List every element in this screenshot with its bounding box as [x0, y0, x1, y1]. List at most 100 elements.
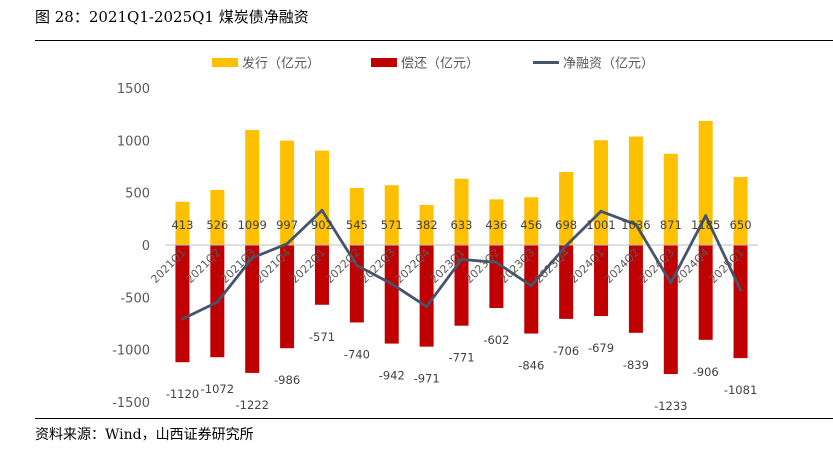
bars — [175, 120, 748, 375]
legend-swatch-1 — [371, 58, 397, 67]
repayment-bar — [594, 245, 609, 317]
issuance-bar — [663, 153, 678, 245]
issuance-bar — [175, 201, 190, 245]
y-tick-label: 500 — [125, 187, 150, 202]
repayment-bar — [245, 245, 260, 373]
repayment-bar — [733, 245, 748, 359]
y-tick-label: 1000 — [117, 134, 150, 149]
source-note: 资料来源：Wind，山西证券研究所 — [35, 427, 254, 443]
repayment-value-label: -571 — [309, 330, 335, 344]
repayment-bar — [349, 245, 364, 323]
y-tick-label: -1500 — [112, 396, 150, 411]
repayment-value-label: -679 — [588, 341, 614, 355]
repayment-bar — [384, 245, 399, 344]
net-financing-point — [320, 208, 324, 212]
net-financing-point — [180, 317, 184, 321]
issuance-bar — [489, 199, 504, 245]
chart-title: 图 28：2021Q1-2025Q1 煤炭债净融资 — [35, 8, 309, 26]
net-financing-point — [634, 222, 638, 226]
issuance-bar — [349, 187, 364, 245]
net-financing-point — [355, 263, 359, 267]
net-financing-point — [704, 214, 708, 218]
issuance-value-label: 871 — [660, 218, 682, 232]
repayment-bar — [524, 245, 539, 334]
repayment-value-label: -846 — [518, 359, 544, 373]
chart: 发行（亿元） 偿还（亿元） 净融资（亿元） -1500 -1000 -500 0 500 10… — [112, 56, 758, 413]
legend-swatch-0 — [212, 58, 238, 67]
net-financing-point — [215, 300, 219, 304]
repayment-value-label: -1081 — [724, 383, 757, 397]
y-axis: -1500 -1000 -500 0 500 1000 1500 — [112, 82, 150, 411]
repayment-bar — [628, 245, 643, 333]
data-labels: 413 -1120 526 -1072 1099 -1222 997 -986 902 -571 5… — [166, 218, 758, 413]
issuance-bar — [384, 185, 399, 245]
issuance-value-label: 382 — [416, 218, 438, 232]
repayment-bar — [698, 245, 713, 340]
repayment-bar — [419, 245, 434, 347]
net-financing-point — [599, 209, 603, 213]
issuance-bar — [698, 120, 713, 245]
repayment-value-label: -1222 — [235, 398, 268, 412]
legend-label-2: 净融资（亿元） — [563, 57, 654, 72]
repayment-bar — [559, 245, 574, 319]
net-financing-point — [529, 284, 533, 288]
y-tick-label: -1000 — [112, 344, 150, 359]
issuance-value-label: 698 — [555, 218, 577, 232]
repayment-value-label: -906 — [693, 365, 719, 379]
repayment-bar — [280, 245, 295, 349]
issuance-bar — [245, 129, 260, 245]
issuance-bar — [594, 140, 609, 245]
issuance-value-label: 633 — [451, 218, 473, 232]
issuance-value-label: 1036 — [621, 218, 650, 232]
legend: 发行（亿元） 偿还（亿元） 净融资（亿元） — [212, 56, 654, 72]
issuance-value-label: 526 — [206, 218, 228, 232]
issuance-value-label: 902 — [311, 218, 333, 232]
y-tick-label: 1500 — [117, 82, 150, 97]
legend-label-0: 发行（亿元） — [242, 56, 320, 72]
net-financing-line-group — [180, 208, 743, 321]
repayment-bar — [314, 245, 329, 305]
net-financing-point — [494, 260, 498, 264]
issuance-value-label: 1099 — [238, 218, 267, 232]
issuance-bar — [210, 189, 225, 245]
issuance-value-label: 436 — [485, 218, 507, 232]
net-financing-point — [460, 257, 463, 261]
issuance-value-label: 571 — [381, 218, 403, 232]
issuance-value-label: 545 — [346, 218, 368, 232]
repayment-value-label: -771 — [448, 351, 474, 365]
issuance-bar — [419, 205, 434, 245]
repayment-value-label: -1120 — [166, 387, 199, 401]
top-rule — [35, 40, 833, 41]
issuance-bar — [314, 150, 329, 245]
net-financing-point — [250, 256, 254, 260]
issuance-bar — [628, 136, 643, 245]
repayment-value-label: -706 — [553, 344, 579, 358]
repayment-value-label: -839 — [623, 358, 649, 372]
repayment-value-label: -1072 — [201, 382, 234, 396]
issuance-bar — [559, 171, 574, 245]
bottom-rule — [35, 418, 833, 419]
repayment-value-label: -740 — [344, 347, 370, 361]
issuance-bar — [524, 197, 539, 245]
issuance-value-label: 1001 — [586, 218, 615, 232]
issuance-value-label: 650 — [730, 218, 752, 232]
issuance-bar — [280, 140, 295, 245]
net-financing-point — [425, 305, 429, 309]
issuance-value-label: 997 — [276, 218, 298, 232]
legend-label-1: 偿还（亿元） — [401, 57, 479, 72]
issuance-bar — [733, 176, 748, 245]
repayment-value-label: -602 — [483, 333, 509, 347]
issuance-value-label: 1185 — [691, 218, 720, 232]
issuance-value-label: 456 — [520, 218, 542, 232]
repayment-value-label: -986 — [274, 373, 300, 387]
repayment-value-label: -971 — [414, 372, 440, 386]
net-financing-point — [739, 288, 743, 292]
y-tick-label: -500 — [120, 291, 150, 306]
net-financing-point — [390, 282, 394, 286]
net-financing-point — [285, 242, 289, 246]
net-financing-point — [669, 281, 673, 285]
repayment-value-label: -1233 — [654, 399, 687, 413]
repayment-bar — [175, 245, 190, 363]
issuance-bar — [454, 178, 469, 245]
y-tick-label: 0 — [142, 239, 150, 254]
